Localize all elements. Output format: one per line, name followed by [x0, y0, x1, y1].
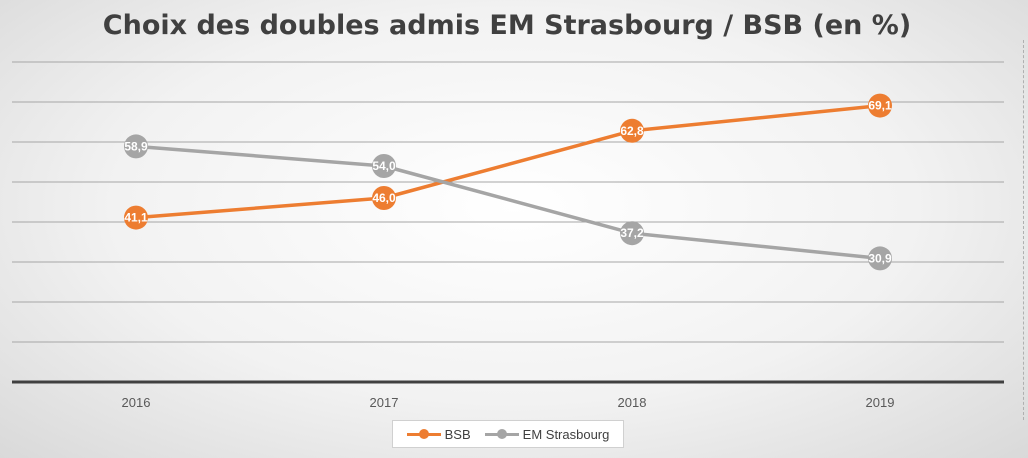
data-label-bsb-2017: 46,0 — [372, 191, 396, 205]
data-label-em-strasbourg-2016: 58,9 — [124, 139, 148, 153]
legend: BSB EM Strasbourg — [392, 420, 624, 448]
series-line-bsb — [135, 103, 881, 220]
data-point-em-strasbourg-2018 — [620, 221, 644, 246]
data-label-bsb-2016: 41,1 — [124, 211, 148, 225]
legend-item-em-strasbourg: EM Strasbourg — [484, 426, 610, 442]
data-label-bsb-2018: 62,8 — [620, 124, 644, 138]
legend-swatch-em-strasbourg — [484, 429, 519, 439]
data-label-em-strasbourg-2018: 37,2 — [620, 226, 644, 240]
legend-label-bsb: BSB — [444, 426, 471, 442]
x-tick-label-2018: 2018 — [618, 395, 647, 410]
x-tick-label-2019: 2019 — [866, 395, 895, 410]
data-point-bsb-2019 — [868, 93, 892, 118]
legend-swatch-bsb — [406, 429, 441, 439]
series-line-em-strasbourg — [135, 144, 881, 261]
x-tick-label-2016: 2016 — [122, 395, 151, 410]
data-point-bsb-2017 — [372, 186, 396, 210]
data-point-em-strasbourg-2017 — [372, 154, 396, 178]
window-edge — [1023, 40, 1028, 420]
data-label-em-strasbourg-2019: 30,9 — [868, 251, 892, 265]
data-label-bsb-2019: 69,1 — [868, 99, 892, 113]
data-label-em-strasbourg-2017: 54,0 — [372, 159, 396, 173]
data-point-bsb-2018 — [620, 118, 644, 143]
legend-label-em-strasbourg: EM Strasbourg — [522, 426, 610, 442]
data-point-em-strasbourg-2016 — [124, 134, 148, 159]
legend-item-bsb: BSB — [406, 426, 471, 442]
chart-title: Choix des doubles admis EM Strasbourg / … — [102, 10, 912, 41]
data-point-bsb-2016 — [124, 205, 148, 230]
data-point-em-strasbourg-2019 — [868, 246, 892, 271]
x-tick-label-2017: 2017 — [370, 395, 399, 410]
